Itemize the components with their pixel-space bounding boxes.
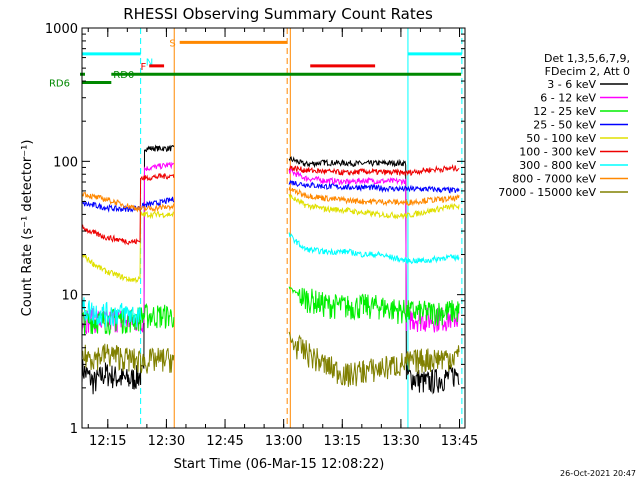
y-axis-label: Count Rate (s⁻¹ detector⁻¹) bbox=[20, 140, 35, 317]
x-tick-label: 13:45 bbox=[441, 434, 478, 449]
plot-frame bbox=[81, 27, 466, 429]
y-tick-label: 1 bbox=[70, 422, 78, 437]
y-tick-label: 1000 bbox=[45, 22, 78, 37]
x-tick-label: 12:30 bbox=[148, 434, 185, 449]
legend-entry: 12 - 25 keV bbox=[533, 105, 596, 118]
x-tick-label: 13:00 bbox=[265, 434, 302, 449]
legend: Det 1,3,5,6,7,9,FDecim 2, Att 03 - 6 keV… bbox=[498, 52, 630, 199]
legend-entry: 300 - 800 keV bbox=[519, 159, 596, 172]
legend-entry: 25 - 50 keV bbox=[533, 119, 596, 132]
x-tick-label: 12:45 bbox=[206, 434, 243, 449]
axes: 1 10 100 1000 12:15 12:30 12:45 13:00 13:15 13:30… bbox=[45, 22, 478, 449]
x-tick-label: 12:15 bbox=[89, 434, 126, 449]
series-layer bbox=[81, 144, 460, 395]
flag-label: F bbox=[140, 62, 146, 73]
series-line bbox=[81, 232, 460, 328]
legend-entry: 7000 - 15000 keV bbox=[498, 186, 596, 199]
series-line bbox=[81, 163, 460, 246]
flag-bars: NF S RD0 RD6 bbox=[49, 38, 462, 90]
series-line bbox=[81, 194, 460, 284]
series-line bbox=[81, 144, 460, 395]
legend-header: Det 1,3,5,6,7,9, bbox=[544, 52, 630, 65]
timestamp: 26-Oct-2021 20:47 bbox=[560, 469, 636, 478]
flag-label: RD0 bbox=[113, 70, 134, 81]
x-tick-label: 13:15 bbox=[324, 434, 361, 449]
legend-header: FDecim 2, Att 0 bbox=[545, 65, 630, 78]
x-tick-label: 13:30 bbox=[382, 434, 419, 449]
legend-entry: 6 - 12 keV bbox=[540, 92, 596, 105]
legend-entry: 50 - 100 keV bbox=[526, 132, 596, 145]
series-line bbox=[81, 179, 460, 213]
x-axis-label: Start Time (06-Mar-15 12:08:22) bbox=[174, 457, 385, 472]
series-line bbox=[81, 331, 460, 387]
flag-label: S bbox=[169, 38, 175, 49]
y-tick-label: 100 bbox=[53, 155, 78, 170]
flag-label: RD6 bbox=[49, 79, 70, 90]
flag-label: N bbox=[146, 58, 153, 69]
series-line bbox=[81, 186, 460, 213]
legend-entry: 3 - 6 keV bbox=[547, 78, 596, 91]
legend-entry: 800 - 7000 keV bbox=[512, 173, 596, 186]
legend-entry: 100 - 300 keV bbox=[519, 146, 596, 159]
chart-title: RHESSI Observing Summary Count Rates bbox=[123, 5, 433, 23]
y-tick-label: 10 bbox=[61, 289, 78, 304]
